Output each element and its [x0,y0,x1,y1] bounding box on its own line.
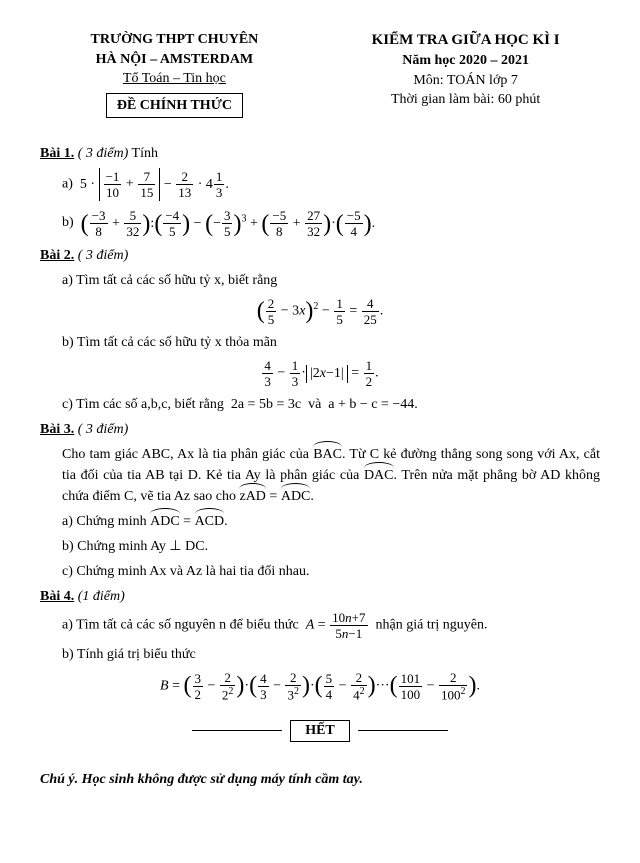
arc-dac: DAC [364,465,394,486]
het-box: HẾT [290,720,350,742]
school-line2: HÀ NỘI – AMSTERDAM [40,50,309,70]
bai4-b-eq: B = (32 − 222)·(43 − 232)·(54 − 242)···(… [40,671,600,701]
bai4-title: Bài 4. [40,589,74,604]
bai2-c-eq2: a + b − c = −44 [328,397,414,412]
bai1-b: b) (−38 + 532):(−45) − (−35)3 + (−58 + 2… [40,205,600,241]
header-left: TRƯỜNG THPT CHUYÊN HÀ NỘI – AMSTERDAM Tổ… [40,30,309,118]
bai1-a-expr: 5 · −110 + 715 − 213 · 413. [80,177,229,192]
arc-zad: zAD [239,486,265,507]
arc-adc2: ADC [150,511,180,532]
bai1-b-expr: (−38 + 532):(−45) − (−35)3 + (−58 + 2732… [81,216,375,231]
bai4-header: Bài 4. (1 điểm) [40,586,600,607]
bai2-b: b) Tìm tất cả các số hữu tỷ x thỏa mãn [40,332,600,353]
bai2-c-mid: và [308,397,321,412]
bai3-header: Bài 3. ( 3 điểm) [40,419,600,440]
bai1-a-label: a) [62,177,73,192]
bai2-a: a) Tìm tất cả các số hữu tỷ x, biết rằng [40,270,600,291]
bai1-header: Bài 1. ( 3 điểm) Tính [40,143,600,164]
arc-adc: ADC [281,486,311,507]
school-line1: TRƯỜNG THPT CHUYÊN [40,30,309,50]
het-line-left [192,730,282,731]
bai4-points: (1 điểm) [78,589,125,604]
header-right: KIỂM TRA GIỮA HỌC KÌ I Năm học 2020 – 20… [331,30,600,118]
bai1-stem: Tính [132,146,158,161]
bai3-points: ( 3 điểm) [78,422,129,437]
official-box: ĐỀ CHÍNH THỨC [106,93,243,119]
bai3-a-pre: a) Chứng minh [62,514,150,529]
bai4-a-pre: a) Tìm tất cả các số nguyên n để biểu th… [62,618,299,633]
bai2-b-eq: 43 − 13·|2x−1| = 12. [40,359,600,388]
school-year: Năm học 2020 – 2021 [331,51,600,71]
bai2-points: ( 3 điểm) [78,248,129,263]
bai1-title: Bài 1. [40,146,74,161]
duration: Thời gian làm bài: 60 phút [331,90,600,110]
bai2-header: Bài 2. ( 3 điểm) [40,245,600,266]
bai2-a-eq: (25 − 3x)2 − 15 = 425. [40,297,600,326]
exam-title: KIỂM TRA GIỮA HỌC KÌ I [331,30,600,51]
bai3-paragraph: Cho tam giác ABC, Ax là tia phân giác củ… [40,444,600,507]
bai3-title: Bài 3. [40,422,74,437]
bai1-b-label: b) [62,216,74,231]
bai2-title: Bài 2. [40,248,74,263]
het-line-right [358,730,448,731]
bai3-p1a: Cho tam giác ABC, Ax là tia phân giác củ… [62,447,313,462]
bai4-a: a) Tìm tất cả các số nguyên n để biểu th… [40,611,600,640]
department: Tổ Toán – Tin học [40,69,309,89]
bai3-c: c) Chứng minh Ax và Az là hai tia đối nh… [40,561,600,582]
footnote: Chú ý. Học sinh không được sử dụng máy t… [40,772,600,788]
header: TRƯỜNG THPT CHUYÊN HÀ NỘI – AMSTERDAM Tổ… [40,30,600,118]
bai1-points: ( 3 điểm) [78,146,129,161]
bai4-a-post: nhận giá trị nguyên. [376,618,488,633]
bai4-b: b) Tính giá trị biểu thức [40,644,600,665]
bai3-a: a) Chứng minh ADC = ACD. [40,511,600,532]
het-row: HẾT [40,720,600,742]
arc-acd: ACD [195,511,225,532]
bai1-a: a) 5 · −110 + 715 − 213 · 413. [40,168,600,201]
bai2-c: c) Tìm các số a,b,c, biết rằng 2a = 5b =… [40,394,600,415]
bai3-b: b) Chứng minh Ay ⊥ DC. [40,536,600,557]
arc-bac: BAC [313,444,342,465]
bai2-c-eq1: 2a = 5b = 3c [231,397,301,412]
bai2-c-pre: c) Tìm các số a,b,c, biết rằng [62,397,224,412]
subject: Môn: TOÁN lớp 7 [331,71,600,91]
